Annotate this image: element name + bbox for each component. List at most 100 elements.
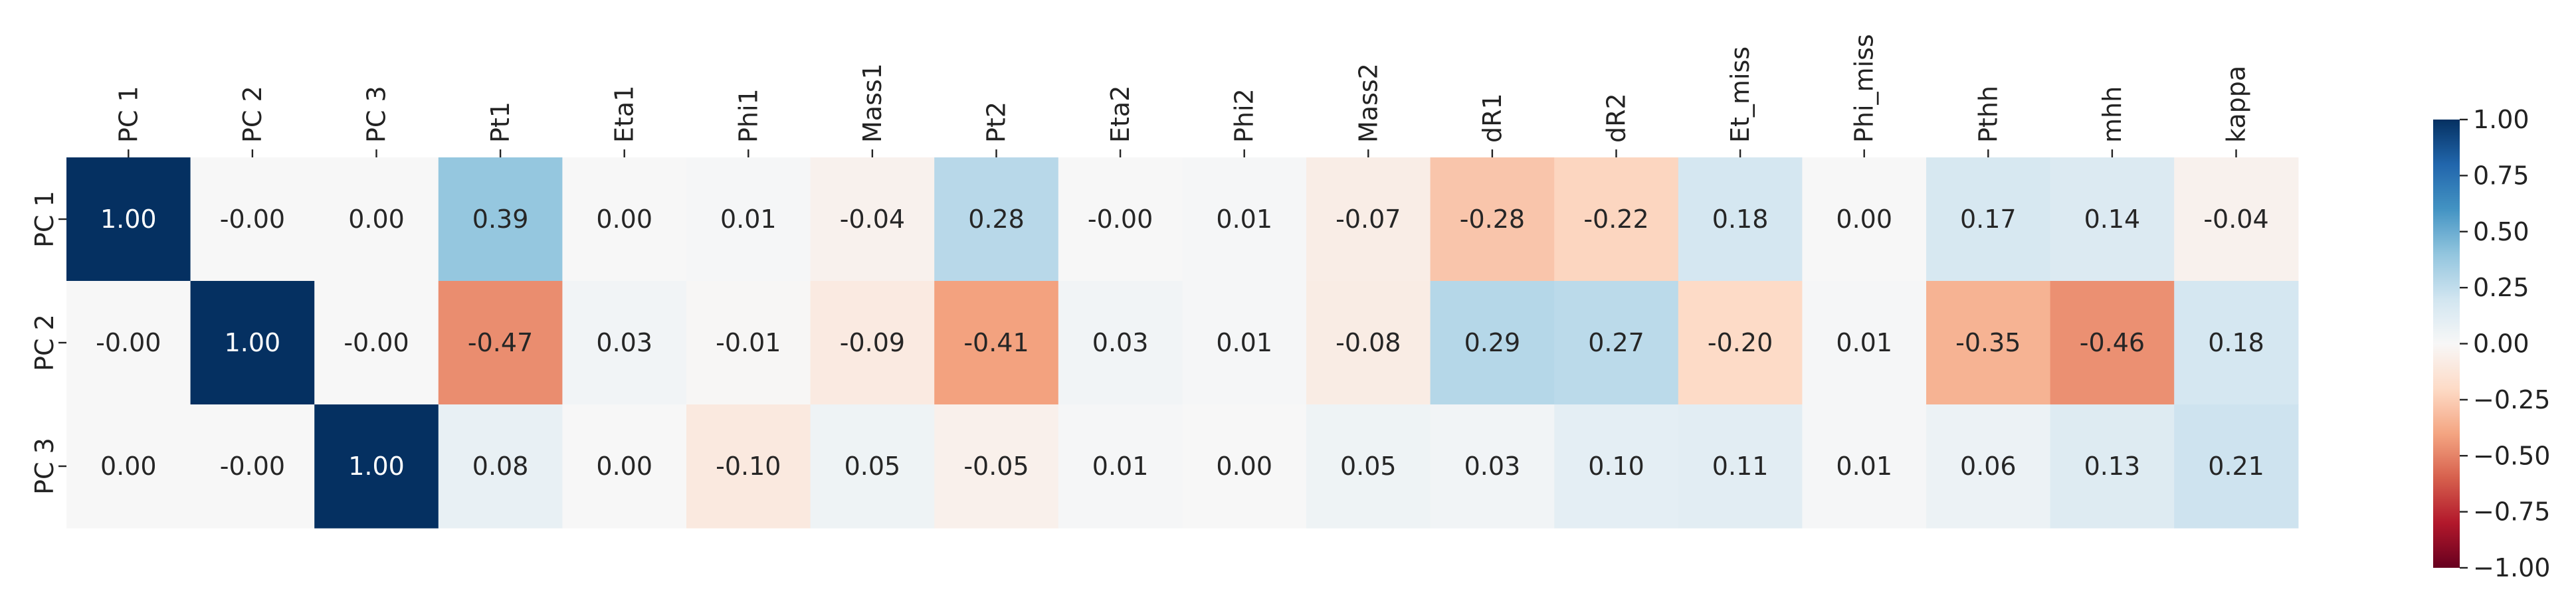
x-tick-label: Phi2 <box>1230 88 1259 143</box>
cell-value-label: 0.27 <box>1588 328 1644 357</box>
colorbar-tick-label: −0.50 <box>2473 441 2550 470</box>
cell-value-label: 0.11 <box>1712 452 1769 481</box>
heatmap-cell <box>1678 404 1803 529</box>
cell-value-label: 0.03 <box>1464 452 1521 481</box>
x-tick-label: Phi1 <box>734 88 763 143</box>
cell-value-label: -0.04 <box>840 205 905 234</box>
colorbar-tick-label: 0.50 <box>2473 217 2529 246</box>
x-tick-label: Mass2 <box>1353 63 1383 143</box>
cell-value-label: -0.07 <box>1336 205 1401 234</box>
x-tick-label: Pthh <box>1973 86 2003 143</box>
heatmap-cell <box>2050 281 2175 405</box>
cell-value-label: -0.00 <box>1088 205 1153 234</box>
heatmap-cell <box>190 157 315 282</box>
heatmap-cell <box>2174 157 2299 282</box>
heatmap-cell <box>438 281 563 405</box>
colorbar-tick-label: 0.75 <box>2473 161 2529 190</box>
cell-value-label: 0.18 <box>2208 328 2264 357</box>
heatmap-cell <box>1430 281 1555 405</box>
cell-value-label: -0.41 <box>963 328 1029 357</box>
heatmap-cell <box>934 157 1059 282</box>
colorbar: 1.00 0.75 0.50 0.25 0.00 −0.25 −0.50 −0.75 −1.00 <box>2433 105 2550 582</box>
colorbar-tick-label: −1.00 <box>2473 553 2550 582</box>
heatmap-cell <box>1058 281 1183 405</box>
colorbar-tick-label: −0.75 <box>2473 497 2550 527</box>
heatmap-cell <box>190 281 315 405</box>
heatmap-cell <box>66 157 191 282</box>
x-axis-ticks: PC 1 PC 2 PC 3 Pt1 Eta1 Phi1 Mass1 Pt2 Eta2 Phi2 M… <box>114 34 2251 157</box>
cell-value-label: -0.22 <box>1583 205 1648 234</box>
cell-value-label: 0.01 <box>1836 452 1892 481</box>
x-tick-label: kappa <box>2222 66 2251 143</box>
y-axis-ticks: PC 1 PC 2 PC 3 <box>30 191 66 495</box>
heatmap-cell <box>810 404 935 529</box>
heatmap-cell <box>190 404 315 529</box>
heatmap-cell <box>562 404 687 529</box>
cell-value-label: -0.00 <box>96 328 161 357</box>
cell-value-label: -0.00 <box>344 328 409 357</box>
heatmap-cell <box>1554 404 1679 529</box>
heatmap-cell <box>1306 281 1431 405</box>
cell-value-label: -0.35 <box>1955 328 2021 357</box>
x-tick-label: Phi_miss <box>1850 34 1879 143</box>
cell-value-label: -0.01 <box>716 328 781 357</box>
cell-value-label: 0.17 <box>1960 205 2017 234</box>
x-tick-label: dR1 <box>1478 93 1507 143</box>
heatmap-cell <box>1182 404 1307 529</box>
cell-value-label: 0.05 <box>1340 452 1397 481</box>
heatmap-cell <box>934 404 1059 529</box>
heatmap-cell <box>1926 404 2051 529</box>
cell-value-label: 0.00 <box>348 205 405 234</box>
y-tick-label: PC 3 <box>30 438 59 495</box>
cell-value-label: 1.00 <box>100 205 157 234</box>
heatmap-cell <box>314 157 439 282</box>
cell-value-label: 0.39 <box>472 205 529 234</box>
cell-value-label: 0.03 <box>596 328 652 357</box>
cell-value-label: 0.00 <box>596 205 652 234</box>
heatmap-cell <box>1182 281 1307 405</box>
heatmap-cell <box>438 157 563 282</box>
heatmap-cell <box>314 404 439 529</box>
heatmap-cell <box>1926 281 2051 405</box>
heatmap-cell <box>2050 404 2175 529</box>
heatmap-cell <box>1554 281 1679 405</box>
cell-value-label: 0.13 <box>2084 452 2141 481</box>
heatmap-cell <box>686 157 811 282</box>
heatmap-cell <box>1058 404 1183 529</box>
cell-value-label: 0.01 <box>1092 452 1149 481</box>
cell-value-label: -0.46 <box>2080 328 2145 357</box>
x-tick-label: Eta1 <box>610 86 639 143</box>
heatmap-cell <box>1802 404 1927 529</box>
x-tick-label: PC 1 <box>114 86 143 143</box>
x-tick-label: PC 2 <box>238 86 267 143</box>
heatmap-cell <box>438 404 563 529</box>
heatmap-cell <box>810 281 935 405</box>
cell-value-label: 0.06 <box>1960 452 2017 481</box>
cell-value-label: -0.08 <box>1336 328 1401 357</box>
cell-value-label: 0.14 <box>2084 205 2141 234</box>
heatmap-cell <box>1306 157 1431 282</box>
y-tick-label: PC 2 <box>30 314 59 371</box>
cell-value-label: 0.00 <box>1216 452 1272 481</box>
cell-value-label: -0.09 <box>840 328 905 357</box>
heatmap-cell <box>1678 157 1803 282</box>
y-tick-label: PC 1 <box>30 191 59 248</box>
cell-value-label: 0.01 <box>1216 328 1272 357</box>
cell-value-label: -0.00 <box>220 452 285 481</box>
colorbar-tick-label: 0.00 <box>2473 329 2529 359</box>
x-tick-label: Mass1 <box>858 63 887 143</box>
cell-value-label: 0.29 <box>1464 328 1521 357</box>
colorbar-tick-label: 0.25 <box>2473 273 2529 302</box>
x-tick-label: mhh <box>2098 86 2127 143</box>
cell-value-label: 0.21 <box>2208 452 2264 481</box>
colorbar-tick-label: 1.00 <box>2473 105 2529 134</box>
cell-value-label: 0.00 <box>100 452 157 481</box>
heatmap-cell <box>1802 157 1927 282</box>
cell-value-label: 0.08 <box>472 452 529 481</box>
heatmap-cell <box>2174 281 2299 405</box>
cell-value-label: -0.28 <box>1460 205 1525 234</box>
heatmap-cell <box>1430 157 1555 282</box>
heatmap-cell <box>1306 404 1431 529</box>
heatmap-cell <box>1554 157 1679 282</box>
heatmap-cell <box>2050 157 2175 282</box>
